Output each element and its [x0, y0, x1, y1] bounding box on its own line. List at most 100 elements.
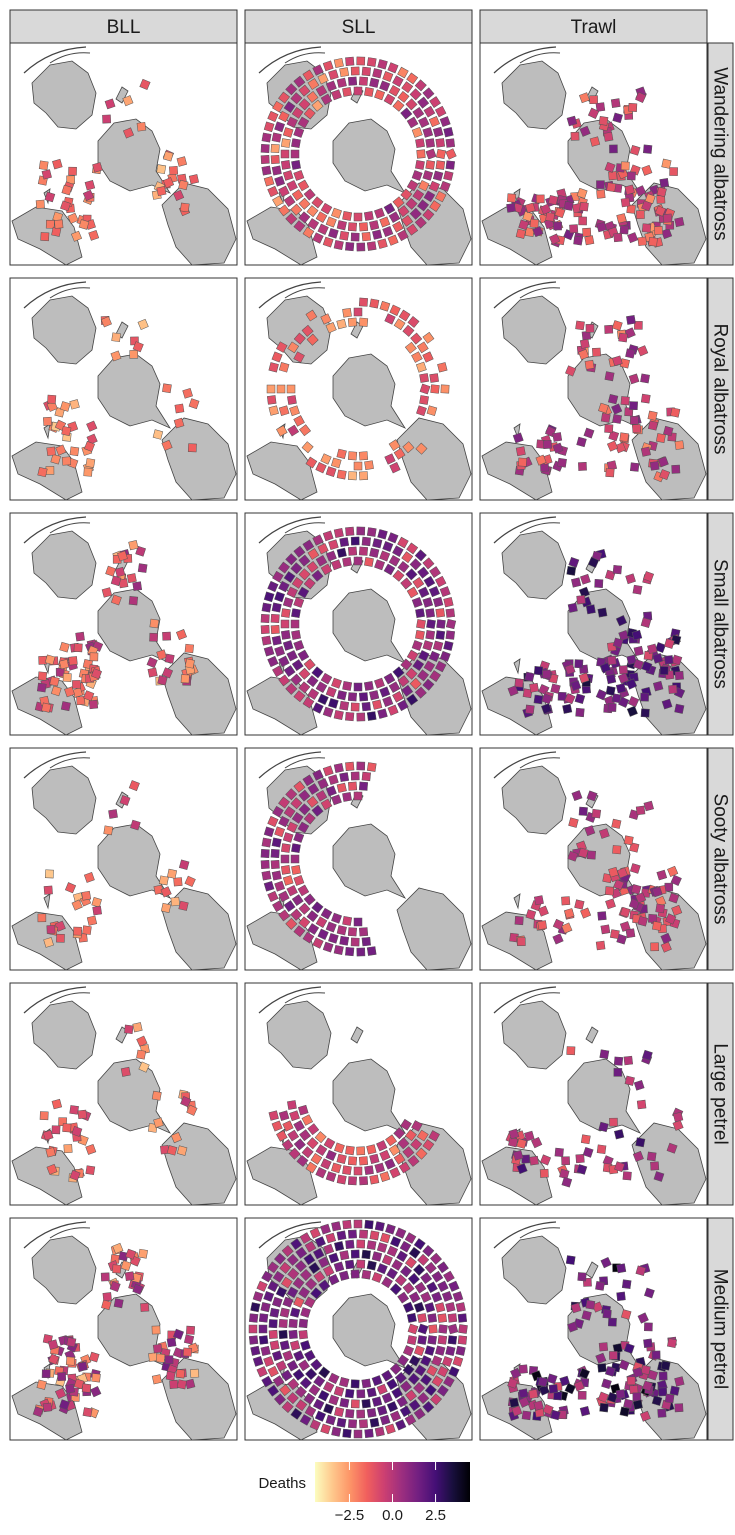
map-grid-cell — [250, 1345, 261, 1356]
map-grid-cell — [579, 1405, 591, 1417]
map-grid-cell — [162, 177, 175, 189]
map-grid-cell — [54, 1387, 67, 1400]
map-grid-cell — [325, 1414, 337, 1426]
map-grid-cell — [397, 699, 409, 712]
map-grid-cell — [392, 221, 404, 233]
map-grid-cell — [328, 539, 339, 551]
landmass-island-arc — [49, 1227, 91, 1239]
landmass-island-arc — [493, 751, 557, 779]
map-grid-cell — [187, 443, 197, 453]
map-grid-cell — [61, 425, 72, 437]
map-grid-cell — [632, 1367, 644, 1378]
map-grid-cell — [632, 584, 643, 595]
map-grid-cell — [525, 704, 535, 715]
map-grid-cell — [42, 416, 53, 426]
panel-content — [246, 751, 472, 970]
map-grid-cell — [612, 1343, 623, 1354]
map-grid-cell — [396, 1395, 408, 1408]
map-grid-cell — [388, 84, 401, 97]
map-grid-cell — [428, 116, 440, 128]
map-grid-cell — [278, 1110, 290, 1121]
map-grid-cell — [290, 673, 303, 686]
map-grid-cell — [290, 1238, 303, 1251]
map-grid-cell — [432, 126, 444, 138]
map-grid-cell — [640, 373, 650, 384]
map-grid-cell — [88, 699, 99, 710]
grid-cells — [260, 526, 457, 722]
grid-cells — [505, 1046, 684, 1188]
map-grid-cell — [383, 93, 396, 106]
map-grid-cell — [315, 1167, 327, 1179]
map-grid-cell — [175, 1369, 186, 1379]
map-grid-cell — [149, 618, 160, 629]
map-grid-cell — [260, 155, 270, 165]
map-grid-cell — [629, 401, 638, 411]
map-grid-cell — [278, 362, 290, 373]
map-grid-cell — [303, 1253, 316, 1266]
map-grid-cell — [293, 1296, 305, 1308]
map-grid-cell — [423, 575, 436, 588]
landmass-antarctica — [332, 588, 407, 664]
map-grid-cell — [660, 1360, 671, 1371]
map-grid-cell — [286, 1359, 299, 1372]
map-grid-cell — [358, 1156, 369, 1166]
map-grid-cell — [404, 1256, 417, 1269]
map-grid-cell — [278, 1329, 288, 1340]
map-grid-cell — [379, 1414, 391, 1426]
map-grid-cell — [82, 925, 92, 935]
map-grid-cell — [269, 1307, 280, 1318]
map-grid-cell — [298, 1359, 310, 1372]
map-grid-cell — [561, 922, 573, 934]
map-grid-cell — [672, 1111, 684, 1123]
colorbar-tick-label: −2.5 — [335, 1507, 365, 1524]
map-grid-cell — [609, 929, 620, 940]
map-grid-cell — [297, 649, 310, 662]
map-grid-cell — [559, 1168, 570, 1180]
map-grid-cell — [110, 350, 122, 362]
map-grid-cell — [278, 204, 291, 217]
row-strip: Small albatross — [707, 512, 734, 736]
map-grid-cell — [291, 106, 304, 119]
row-strip: Medium petrel — [707, 1217, 734, 1441]
map-grid-cell — [339, 1376, 350, 1388]
map-grid-cell — [579, 125, 591, 137]
map-grid-cell — [567, 602, 578, 613]
map-grid-cell — [516, 1163, 528, 1175]
facet-panel — [244, 747, 473, 971]
map-grid-cell — [311, 901, 324, 914]
map-grid-cell — [136, 1049, 147, 1060]
map-grid-cell — [604, 886, 615, 896]
map-grid-cell — [317, 223, 329, 235]
map-grid-cell — [415, 442, 428, 455]
grid-cells — [509, 790, 683, 953]
map-grid-cell — [139, 78, 151, 90]
map-grid-cell — [331, 1426, 342, 1437]
map-grid-cell — [628, 373, 640, 385]
map-grid-cell — [580, 907, 592, 919]
map-grid-cell — [516, 1138, 527, 1149]
map-grid-cell — [674, 216, 685, 228]
map-grid-cell — [575, 320, 585, 331]
map-grid-cell — [537, 1376, 549, 1388]
map-grid-cell — [311, 569, 324, 582]
map-grid-cell — [402, 1282, 415, 1295]
map-grid-cell — [287, 395, 297, 405]
map-grid-cell — [290, 203, 303, 216]
map-grid-cell — [553, 221, 562, 231]
map-grid-cell — [336, 690, 347, 701]
landmass-south-america — [161, 1122, 237, 1205]
map-grid-cell — [411, 170, 423, 181]
map-grid-cell — [584, 235, 595, 246]
map-grid-cell — [278, 580, 290, 593]
map-grid-cell — [342, 681, 353, 691]
map-grid-cell — [138, 1248, 148, 1259]
map-grid-cell — [554, 1147, 564, 1158]
landmass-island-arc — [23, 986, 87, 1014]
map-grid-cell — [602, 1309, 612, 1319]
map-grid-cell — [431, 1270, 444, 1283]
landmass-madagascar — [43, 423, 51, 440]
landmass-madagascar — [43, 893, 51, 910]
map-grid-cell — [430, 384, 440, 394]
map-grid-cell — [110, 594, 122, 606]
map-grid-cell — [290, 149, 300, 159]
